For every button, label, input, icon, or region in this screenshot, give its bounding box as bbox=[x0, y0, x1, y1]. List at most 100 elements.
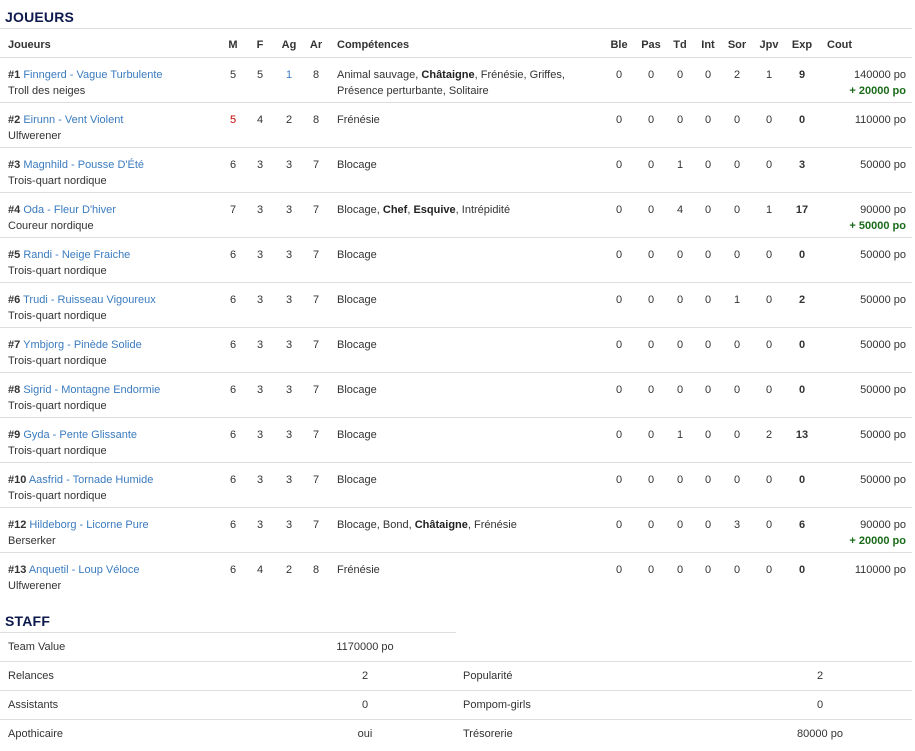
player-number: #6 bbox=[8, 294, 21, 306]
stat-int: 0 bbox=[704, 69, 712, 81]
stat-td: 0 bbox=[676, 474, 684, 486]
player-cost: 90000 po bbox=[860, 519, 906, 531]
header-jpv[interactable]: Jpv bbox=[759, 39, 779, 51]
player-name-link[interactable]: Anquetil - Loup Véloce bbox=[28, 564, 140, 576]
stat-m: 5 bbox=[229, 114, 237, 126]
player-row: #2 Eirunn - Vent Violent Ulfwerener 5 4 2 8 Fr… bbox=[0, 102, 912, 147]
stat-exp: 13 bbox=[795, 429, 809, 441]
skill: Bond bbox=[382, 519, 409, 531]
stat-ar: 8 bbox=[312, 564, 320, 576]
stat-exp: 0 bbox=[798, 384, 806, 396]
stat-ble: 0 bbox=[615, 114, 623, 126]
skill: Animal sauvage bbox=[337, 69, 416, 81]
player-cost: 50000 po bbox=[860, 159, 906, 171]
player-name-link[interactable]: Sigrid - Montagne Endormie bbox=[23, 384, 161, 396]
player-cost: 50000 po bbox=[860, 429, 906, 441]
stat-pas: 0 bbox=[647, 474, 655, 486]
staff-label: Relances bbox=[8, 670, 54, 682]
player-name-link[interactable]: Aasfrid - Tornade Humide bbox=[28, 474, 154, 486]
player-name-link[interactable]: Trudi - Ruisseau Vigoureux bbox=[23, 294, 156, 306]
stat-pas: 0 bbox=[647, 294, 655, 306]
table-header: Joueurs M F Ag Ar Compétences Ble Pas Td Int Sor Jp… bbox=[0, 28, 912, 58]
stat-ar: 8 bbox=[312, 114, 320, 126]
player-position: Ulfwerener bbox=[8, 580, 62, 592]
stat-ag: 1 bbox=[285, 69, 293, 81]
header-f[interactable]: F bbox=[256, 39, 264, 51]
player-row: #3 Magnhild - Pousse D'Été Trois-quart no… bbox=[0, 147, 912, 192]
player-number: #3 bbox=[8, 159, 21, 171]
stat-jpv: 0 bbox=[765, 474, 773, 486]
stat-int: 0 bbox=[704, 339, 712, 351]
stat-int: 0 bbox=[704, 519, 712, 531]
player-name-link[interactable]: Eirunn - Vent Violent bbox=[23, 114, 124, 126]
header-competences[interactable]: Compétences bbox=[337, 39, 410, 51]
stat-jpv: 1 bbox=[765, 69, 773, 81]
stat-f: 3 bbox=[256, 294, 264, 306]
stat-sor: 0 bbox=[733, 114, 741, 126]
skills: Frénésie bbox=[337, 112, 380, 128]
player-name-link[interactable]: Oda - Fleur D'hiver bbox=[23, 204, 116, 216]
stat-jpv: 0 bbox=[765, 564, 773, 576]
stat-ag: 3 bbox=[285, 519, 293, 531]
player-position: Trois-quart nordique bbox=[8, 400, 107, 412]
skills: Blocage bbox=[337, 427, 377, 443]
header-m[interactable]: M bbox=[228, 39, 238, 51]
player-name-link[interactable]: Hildeborg - Licorne Pure bbox=[29, 519, 149, 531]
header-int[interactable]: Int bbox=[701, 39, 715, 51]
player-cost-bonus: + 20000 po bbox=[849, 535, 906, 547]
stat-sor: 0 bbox=[733, 159, 741, 171]
player-position: Troll des neiges bbox=[8, 85, 86, 97]
skill: Blocage bbox=[337, 204, 377, 216]
header-exp[interactable]: Exp bbox=[791, 39, 813, 51]
header-ble[interactable]: Ble bbox=[610, 39, 628, 51]
stat-sor: 0 bbox=[733, 474, 741, 486]
player-name-link[interactable]: Magnhild - Pousse D'Été bbox=[23, 159, 145, 171]
header-sor[interactable]: Sor bbox=[727, 39, 747, 51]
stat-td: 0 bbox=[676, 519, 684, 531]
player-cost: 110000 po bbox=[854, 114, 906, 126]
skills: Blocage bbox=[337, 292, 377, 308]
stat-f: 3 bbox=[256, 159, 264, 171]
header-ar[interactable]: Ar bbox=[309, 39, 323, 51]
header-cout[interactable]: Cout bbox=[827, 39, 853, 51]
header-pas[interactable]: Pas bbox=[641, 39, 661, 51]
skill: Blocage bbox=[337, 384, 377, 396]
stat-exp: 0 bbox=[798, 564, 806, 576]
staff-row-team-value: Team Value 1170000 po bbox=[0, 632, 456, 661]
skill: Blocage bbox=[337, 339, 377, 351]
stat-pas: 0 bbox=[647, 564, 655, 576]
player-row: #10 Aasfrid - Tornade Humide Trois-quart … bbox=[0, 462, 912, 507]
header-ag[interactable]: Ag bbox=[281, 39, 297, 51]
stat-sor: 0 bbox=[733, 339, 741, 351]
player-name-link[interactable]: Gyda - Pente Glissante bbox=[23, 429, 138, 441]
stat-exp: 0 bbox=[798, 474, 806, 486]
stat-td: 0 bbox=[676, 294, 684, 306]
player-row: #9 Gyda - Pente Glissante Trois-quart nor… bbox=[0, 417, 912, 462]
header-td[interactable]: Td bbox=[673, 39, 687, 51]
skills: Blocage bbox=[337, 382, 377, 398]
stat-pas: 0 bbox=[647, 519, 655, 531]
stat-m: 6 bbox=[229, 564, 237, 576]
stat-ble: 0 bbox=[615, 564, 623, 576]
header-joueurs[interactable]: Joueurs bbox=[8, 39, 51, 51]
players-section-title: JOUEURS bbox=[5, 9, 75, 25]
stat-exp: 2 bbox=[798, 294, 806, 306]
player-name-link[interactable]: Ymbjorg - Pinède Solide bbox=[23, 339, 142, 351]
player-name-link[interactable]: Finngerd - Vague Turbulente bbox=[23, 69, 163, 81]
skill: Blocage bbox=[337, 474, 377, 486]
stat-td: 0 bbox=[676, 564, 684, 576]
skill: Griffes bbox=[529, 69, 562, 81]
player-number: #2 bbox=[8, 114, 21, 126]
player-cost-bonus: + 20000 po bbox=[849, 85, 906, 97]
stat-sor: 0 bbox=[733, 429, 741, 441]
staff-value: 2 bbox=[361, 670, 369, 682]
stat-td: 0 bbox=[676, 339, 684, 351]
stat-int: 0 bbox=[704, 159, 712, 171]
player-position: Trois-quart nordique bbox=[8, 310, 107, 322]
stat-td: 0 bbox=[676, 384, 684, 396]
player-position: Trois-quart nordique bbox=[8, 265, 107, 277]
player-name-link[interactable]: Randi - Neige Fraiche bbox=[23, 249, 131, 261]
skill: Intrépidité bbox=[461, 204, 511, 216]
stat-m: 6 bbox=[229, 294, 237, 306]
player-row: #7 Ymbjorg - Pinède Solide Trois-quart no… bbox=[0, 327, 912, 372]
